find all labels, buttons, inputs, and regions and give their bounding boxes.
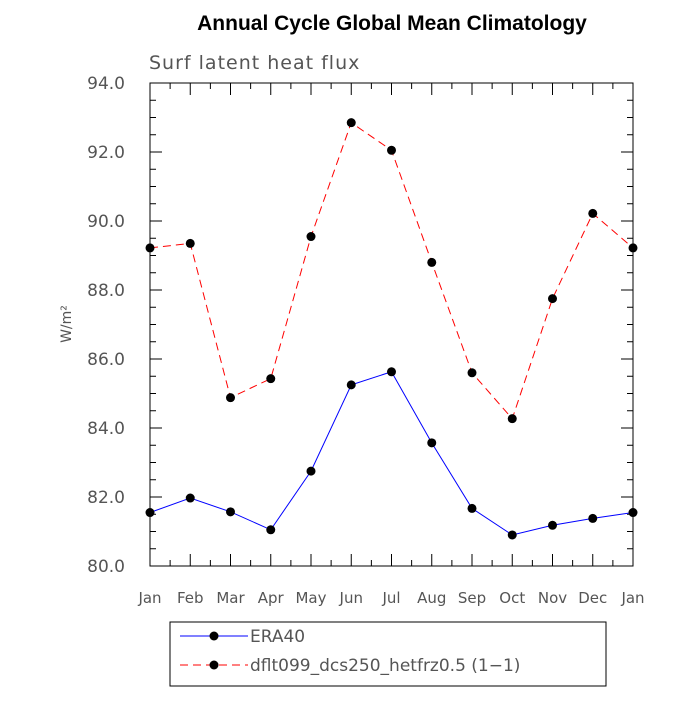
data-point-series-2 — [226, 393, 235, 403]
data-point-series-1 — [548, 520, 557, 530]
chart-title: Annual Cycle Global Mean Climatology — [197, 12, 587, 35]
legend-marker-2 — [209, 660, 219, 670]
x-tick-label: Mar — [216, 589, 245, 607]
data-point-series-2 — [467, 368, 477, 378]
legend-label-1: ERA40 — [250, 627, 305, 647]
x-tick-label: Jul — [381, 589, 400, 607]
x-tick-label: Aug — [417, 589, 446, 607]
y-tick-label: 90.0 — [87, 212, 125, 232]
data-point-series-1 — [467, 503, 477, 513]
data-point-series-1 — [427, 438, 437, 448]
series-line-1 — [149, 371, 634, 536]
data-point-series-1 — [507, 530, 517, 540]
data-point-series-2 — [346, 118, 356, 128]
x-tick-label: Jan — [137, 589, 161, 607]
data-point-series-1 — [185, 493, 195, 503]
axis-ticks: 80.0 82.0 84.0 86.0 88.0 90.0 92.0 94.0 Jan Feb Ma… — [87, 74, 644, 607]
data-point-series-1 — [387, 367, 396, 377]
x-tick-label: Apr — [258, 589, 285, 607]
x-tick-label: Nov — [538, 589, 567, 607]
data-point-series-1 — [346, 380, 356, 390]
y-axis-label: W/m² — [59, 305, 75, 343]
data-point-series-1 — [306, 466, 316, 476]
y-tick-label: 86.0 — [87, 350, 125, 370]
plot-frame — [149, 82, 634, 567]
chart-subtitle: Surf latent heat flux — [149, 52, 360, 74]
x-tick-label: Jun — [339, 589, 363, 607]
y-tick-label: 92.0 — [87, 143, 125, 163]
x-tick-label: Oct — [499, 589, 525, 607]
legend-box — [169, 621, 607, 687]
series-layer — [145, 118, 638, 540]
data-point-series-1 — [628, 508, 638, 518]
legend-label-2: dflt099_dcs250_hetfrz0.5 (1−1) — [250, 656, 520, 676]
y-tick-label: 82.0 — [87, 488, 125, 508]
data-point-series-2 — [548, 294, 557, 304]
data-point-series-2 — [266, 374, 276, 384]
data-point-series-2 — [387, 145, 396, 155]
data-point-series-2 — [185, 238, 195, 248]
x-tick-label: Dec — [578, 589, 607, 607]
y-tick-label: 88.0 — [87, 281, 125, 301]
y-tick-label: 84.0 — [87, 419, 125, 439]
data-point-series-1 — [145, 508, 155, 518]
data-point-series-2 — [588, 208, 598, 218]
data-point-series-1 — [266, 525, 276, 535]
data-point-series-2 — [507, 414, 517, 424]
data-point-series-2 — [427, 257, 437, 267]
data-point-series-1 — [226, 507, 235, 517]
y-tick-label: 94.0 — [87, 74, 125, 94]
data-point-series-2 — [306, 232, 316, 242]
x-tick-label: May — [295, 589, 326, 607]
data-point-series-2 — [628, 243, 638, 253]
y-tick-label: 80.0 — [87, 557, 125, 577]
data-point-series-1 — [588, 513, 598, 523]
x-tick-label: Sep — [458, 589, 486, 607]
x-tick-label: Feb — [177, 589, 204, 607]
data-point-series-2 — [145, 243, 155, 253]
x-tick-label: Jan — [620, 589, 644, 607]
legend-marker-1 — [209, 631, 219, 641]
legend: ERA40 dflt099_dcs250_hetfrz0.5 (1−1) — [180, 627, 520, 676]
